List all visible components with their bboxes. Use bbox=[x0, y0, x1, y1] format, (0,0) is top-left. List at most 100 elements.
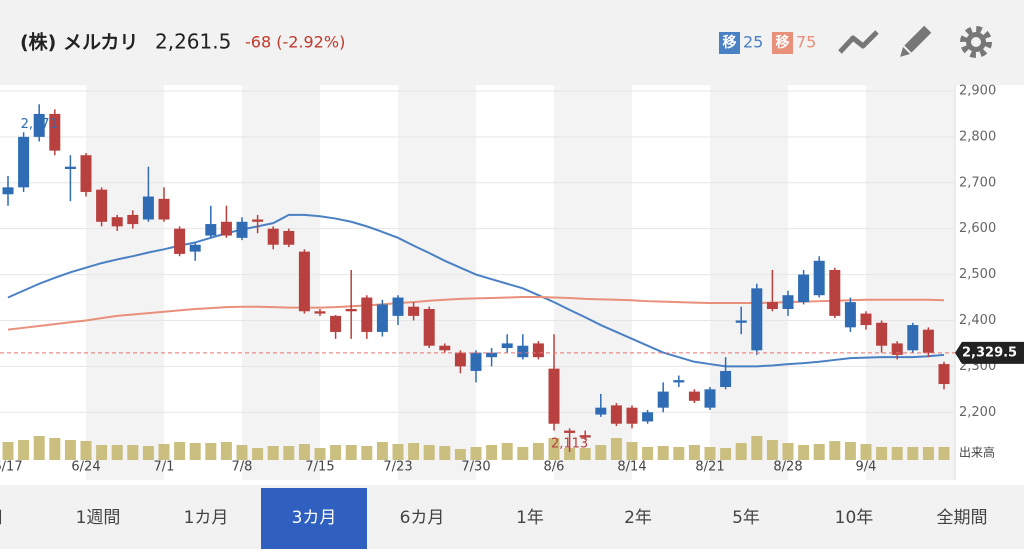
candle-body bbox=[673, 380, 685, 383]
x-tick-label: 7/1 bbox=[154, 460, 175, 475]
candle-body bbox=[111, 217, 123, 227]
volume-bar bbox=[579, 448, 591, 460]
y-tick-label: 2,600 bbox=[959, 221, 996, 236]
reference-label: 2,329.5 bbox=[962, 345, 1017, 360]
ma-badge bbox=[772, 32, 793, 54]
volume-bar bbox=[595, 445, 607, 460]
candle-body bbox=[813, 260, 825, 296]
volume-bar bbox=[345, 445, 357, 460]
y-tick-label: 2,200 bbox=[959, 405, 996, 420]
reference-label-box bbox=[955, 341, 1024, 364]
volume-bar bbox=[298, 444, 310, 460]
tab-label: 1年 bbox=[516, 508, 544, 528]
candle-body bbox=[392, 297, 404, 316]
candle-body bbox=[408, 306, 420, 316]
tab-label: 1週間 bbox=[76, 508, 121, 528]
volume-bar bbox=[111, 445, 123, 460]
chart-type-button[interactable] bbox=[838, 30, 879, 54]
candle-body bbox=[454, 352, 466, 367]
tab[interactable]: 1週間 bbox=[76, 508, 121, 528]
tab[interactable]: 2年 bbox=[624, 508, 652, 528]
legend-entry: 75 bbox=[796, 33, 816, 52]
week-band bbox=[398, 85, 476, 480]
candle-body bbox=[376, 304, 388, 332]
candle-body bbox=[548, 368, 560, 424]
candle-body bbox=[267, 228, 279, 245]
candle-body bbox=[96, 189, 108, 222]
pencil-icon bbox=[904, 25, 932, 53]
gear-hole bbox=[971, 37, 981, 47]
tab-label: 1日 bbox=[0, 508, 4, 528]
candle-body bbox=[829, 269, 841, 316]
x-tick-label: 7/8 bbox=[232, 460, 253, 475]
volume-bar bbox=[174, 442, 186, 460]
ma-badge-label: 移 bbox=[723, 34, 737, 51]
draw-button[interactable] bbox=[897, 25, 932, 61]
candle-body bbox=[766, 302, 778, 309]
volume-bar bbox=[33, 436, 45, 460]
candle-body bbox=[64, 166, 76, 169]
ma-badge-label: 移 bbox=[776, 34, 790, 51]
price-change: -68 (-2.92%) bbox=[245, 33, 345, 52]
candle-body bbox=[782, 295, 794, 309]
tab[interactable]: 5年 bbox=[732, 508, 760, 528]
candle-body bbox=[49, 113, 61, 151]
tab[interactable]: 1日 bbox=[0, 508, 4, 528]
volume-bar bbox=[80, 441, 92, 460]
candle-body bbox=[80, 155, 92, 192]
legend-entry: 25 bbox=[743, 33, 763, 52]
volume-bar bbox=[766, 440, 778, 460]
candle-body bbox=[314, 311, 326, 314]
volume-bar bbox=[376, 442, 388, 460]
volume-bar bbox=[486, 445, 498, 460]
candle-body bbox=[486, 352, 498, 358]
volume-bar bbox=[720, 448, 732, 460]
y-tick-label: 2,900 bbox=[959, 83, 996, 98]
y-tick-label: 2,800 bbox=[959, 129, 996, 144]
ma-badge bbox=[719, 32, 740, 54]
candle-body bbox=[735, 320, 747, 323]
candle-body bbox=[642, 412, 654, 422]
settings-button[interactable] bbox=[960, 26, 992, 58]
candle-body bbox=[345, 308, 357, 312]
candle-body bbox=[220, 221, 232, 236]
tab[interactable]: 10年 bbox=[835, 508, 874, 528]
volume-bar bbox=[330, 445, 342, 460]
x-tick-label: 8/14 bbox=[617, 460, 646, 475]
tab-bar bbox=[0, 485, 1024, 549]
x-tick-label: 6/24 bbox=[71, 460, 100, 475]
volume-bar bbox=[642, 447, 654, 460]
volume-bar bbox=[657, 446, 669, 460]
volume-bar bbox=[392, 444, 404, 460]
volume-bar bbox=[844, 442, 856, 460]
y-tick-label: 2,400 bbox=[959, 313, 996, 328]
volume-bar bbox=[532, 443, 544, 460]
candle-body bbox=[283, 230, 295, 245]
candle-body bbox=[938, 364, 950, 385]
x-tick-label: 7/23 bbox=[383, 460, 412, 475]
week-band bbox=[86, 85, 164, 480]
candle-body bbox=[657, 391, 669, 408]
volume-bar bbox=[688, 445, 700, 460]
price-annotation: 2,113 bbox=[551, 437, 588, 452]
candle-body bbox=[236, 221, 248, 238]
tab[interactable]: 全期間 bbox=[937, 508, 988, 528]
week-band bbox=[866, 85, 955, 480]
volume-bar bbox=[439, 446, 451, 460]
y-tick-label: 2,500 bbox=[959, 267, 996, 282]
candle-body bbox=[720, 370, 732, 388]
tab[interactable]: 3カ月 bbox=[261, 488, 367, 549]
tab[interactable]: 6カ月 bbox=[400, 508, 445, 528]
volume-bar bbox=[189, 443, 201, 460]
candle-body bbox=[205, 224, 217, 236]
x-tick-label: 8/21 bbox=[695, 460, 724, 475]
stock-price: 2,261.5 bbox=[155, 30, 231, 54]
tab[interactable]: 1カ月 bbox=[184, 508, 229, 528]
plot: 2,2002,3002,4002,5002,6002,7002,8002,900… bbox=[0, 83, 1024, 480]
x-tick-label: 7/30 bbox=[461, 460, 490, 475]
line-icon bbox=[838, 30, 879, 54]
tab[interactable]: 1年 bbox=[516, 508, 544, 528]
tab-label: 6カ月 bbox=[400, 508, 445, 528]
